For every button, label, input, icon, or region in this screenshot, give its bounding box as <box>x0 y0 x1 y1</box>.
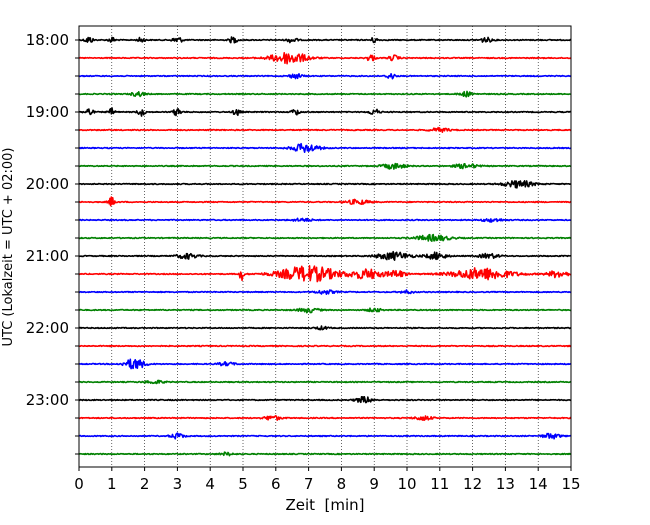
trace-2200 <box>78 325 572 331</box>
trace-2015 <box>78 196 572 207</box>
x-tick-label: 9 <box>369 475 379 493</box>
trace-2345 <box>78 451 572 457</box>
x-axis-label: Zeit [min] <box>285 496 364 514</box>
trace-2145 <box>78 307 572 314</box>
trace-1815 <box>78 52 572 65</box>
y-axis-ticks: 18:00 19:00 20:00 21:00 22:00 23:00 <box>26 31 79 455</box>
trace-1915 <box>78 126 572 134</box>
trace-1900 <box>78 107 572 117</box>
trace-1845 <box>78 90 572 98</box>
x-tick-label: 1 <box>107 475 117 493</box>
x-tick-label: 10 <box>397 475 416 493</box>
x-tick-label: 2 <box>140 475 150 493</box>
x-tick-label: 11 <box>430 475 449 493</box>
trace-2245 <box>78 379 572 385</box>
trace-2100 <box>78 250 572 261</box>
y-tick-label: 23:00 <box>26 391 69 409</box>
x-tick-label: 3 <box>173 475 183 493</box>
x-tick-label: 4 <box>205 475 215 493</box>
x-tick-label: 8 <box>337 475 347 493</box>
x-tick-label: 6 <box>271 475 281 493</box>
plot-frame <box>78 25 572 468</box>
trace-2215 <box>78 344 572 348</box>
x-tick-label: 13 <box>496 475 515 493</box>
trace-1930 <box>78 142 572 153</box>
y-tick-label: 21:00 <box>26 247 69 265</box>
trace-1830 <box>78 73 572 80</box>
trace-1800 <box>78 36 572 44</box>
trace-2115 <box>78 265 572 283</box>
trace-2030 <box>78 217 572 223</box>
trace-2300 <box>78 396 572 404</box>
trace-lines <box>78 36 572 457</box>
trace-2000 <box>78 180 572 189</box>
y-tick-label: 22:00 <box>26 319 69 337</box>
x-tick-label: 5 <box>238 475 248 493</box>
trace-2330 <box>78 432 572 440</box>
y-tick-label: 20:00 <box>26 175 69 193</box>
trace-2315 <box>78 414 572 422</box>
x-axis-ticks: 0 1 2 3 4 5 6 7 8 9 10 11 12 13 14 15 <box>74 467 581 493</box>
trace-2130 <box>78 289 572 296</box>
x-tick-label: 7 <box>304 475 314 493</box>
x-tick-label: 12 <box>463 475 482 493</box>
trace-1945 <box>78 162 572 170</box>
y-tick-label: 18:00 <box>26 31 69 49</box>
y-tick-label: 19:00 <box>26 103 69 121</box>
y-axis-label: UTC (Lokalzeit = UTC + 02:00) <box>1 148 16 347</box>
trace-2230 <box>78 358 572 370</box>
x-tick-label: 14 <box>529 475 548 493</box>
trace-2045 <box>78 233 572 242</box>
x-tick-label: 15 <box>561 475 580 493</box>
x-tick-label: 0 <box>74 475 84 493</box>
